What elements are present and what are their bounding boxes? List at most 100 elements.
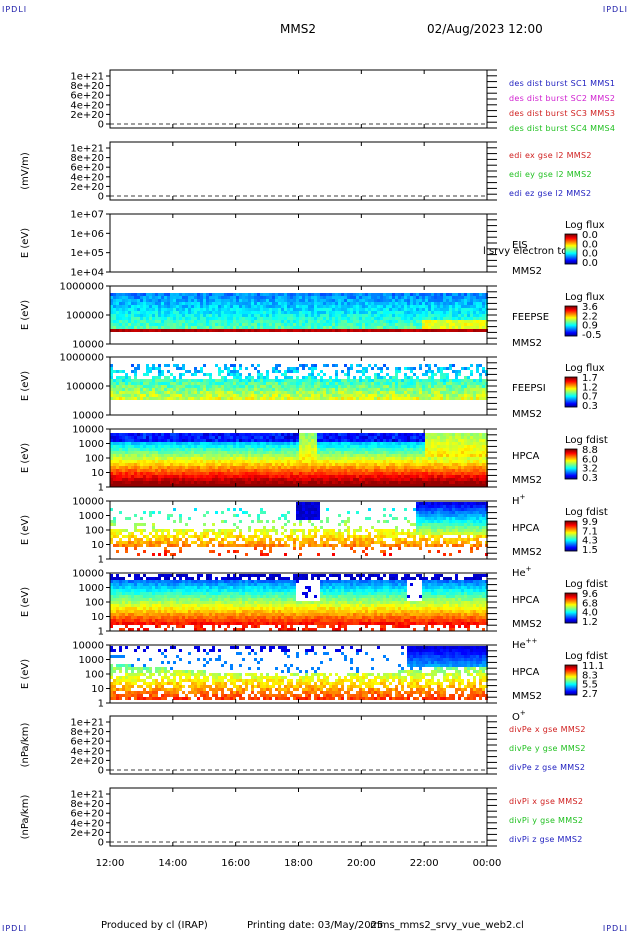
p9-side-label: MMS2 — [512, 691, 542, 702]
p6-colorbar-value: 0.3 — [582, 473, 598, 484]
p9-colorbar — [564, 664, 578, 696]
x-tick-label: 22:00 — [410, 858, 439, 869]
p2-ytick: 4e+20 — [70, 172, 104, 183]
p3-colorbar-value: 0.0 — [582, 230, 598, 241]
p8-colorbar — [564, 592, 578, 624]
p3-ytick: 1e+06 — [70, 229, 104, 240]
p3-side-label: EIS — [512, 240, 528, 251]
p7-colorbar-title: Log fdist — [565, 507, 608, 518]
p11-ytick: 4e+20 — [70, 818, 104, 829]
p8-colorbar-value: 6.8 — [582, 598, 598, 609]
p5-ylabel: E (eV) — [20, 371, 31, 401]
p6-colorbar-value: 8.8 — [582, 445, 598, 456]
p11-legend-entry: divPi y gse MMS2 — [509, 816, 583, 825]
p10-legend-entry: divPe z gse MMS2 — [509, 763, 585, 772]
p1-legend-entry: des dist burst SC4 MMS4 — [509, 124, 615, 133]
p9-ytick: 100 — [85, 670, 104, 681]
p1-legend-entry: des dist burst SC3 MMS3 — [509, 109, 615, 118]
p3-colorbar-value: 0.0 — [582, 249, 598, 260]
p5-colorbar-title: Log flux — [565, 363, 605, 374]
p7-ytick: 10 — [91, 540, 104, 551]
p10-ylabel: (nPa/km) — [20, 723, 31, 768]
p6-ytick: 1000 — [79, 439, 104, 450]
p5-side-label: FEEPSI — [512, 383, 546, 394]
p5-colorbar-value: 1.7 — [582, 373, 598, 384]
p8-ytick: 1 — [98, 627, 104, 638]
p6-colorbar-value: 6.0 — [582, 454, 598, 465]
p2-ytick: 8e+20 — [70, 153, 104, 164]
p11-ytick: 0 — [98, 838, 104, 849]
p7-colorbar-value: 1.5 — [582, 545, 598, 556]
p4-colorbar-value: 0.9 — [582, 321, 598, 332]
p2-legend-entry: edi ey gse l2 MMS2 — [509, 170, 592, 179]
p7-ytick: 100 — [85, 526, 104, 537]
p8-side-label: HPCA — [512, 595, 540, 606]
p10-ytick: 0 — [98, 766, 104, 777]
p7-ytick: 1 — [98, 555, 104, 566]
p3-frame — [109, 213, 488, 273]
x-tick-label: 12:00 — [96, 858, 125, 869]
p8-ytick: 100 — [85, 598, 104, 609]
p5-ytick: 1000000 — [59, 353, 104, 364]
p2-ytick: 0 — [98, 192, 104, 203]
p5-colorbar-value: 1.2 — [582, 382, 598, 393]
p8-colorbar-title: Log fdist — [565, 579, 608, 590]
p7-spectrogram — [110, 502, 488, 556]
p5-ytick: 10000 — [72, 411, 104, 422]
p4-colorbar — [564, 305, 578, 337]
p10-frame — [109, 715, 488, 775]
p10-ytick: 1e+21 — [70, 718, 104, 729]
p10-legend-entry: divPe x gse MMS2 — [509, 725, 586, 734]
p4-colorbar-value: 3.6 — [582, 302, 598, 313]
corner-label-br: IPDLI — [602, 924, 628, 933]
p7-side-label: He+ — [512, 565, 532, 579]
p11-legend-entry: divPi z gse MMS2 — [509, 835, 583, 844]
p4-ylabel: E (eV) — [20, 300, 31, 330]
p9-colorbar-value: 8.3 — [582, 670, 598, 681]
p9-side-label: HPCA — [512, 667, 540, 678]
p4-spectrogram — [110, 293, 488, 332]
p4-side-label: FEEPSE — [512, 312, 549, 323]
p7-ytick: 10000 — [72, 497, 104, 508]
p3-ylabel: E (eV) — [20, 228, 31, 258]
p7-colorbar-value: 7.1 — [582, 526, 598, 537]
p3-ytick: 1e+04 — [70, 268, 104, 279]
p2-frame — [109, 141, 488, 201]
p2-ytick: 1e+21 — [70, 144, 104, 155]
p3-overlay-label: l srvy electron to — [483, 246, 567, 257]
p4-side-label: MMS2 — [512, 338, 542, 349]
p2-ytick: 6e+20 — [70, 163, 104, 174]
p4-ytick: 100000 — [66, 311, 104, 322]
p4-colorbar-title: Log flux — [565, 292, 605, 303]
footer-printing-date: Printing date: 03/May/2025 — [247, 920, 384, 931]
p5-ytick: 100000 — [66, 382, 104, 393]
x-tick-label: 16:00 — [221, 858, 250, 869]
p8-spectrogram — [110, 574, 488, 631]
p1-legend-entry: des dist burst SC2 MMS2 — [509, 94, 615, 103]
p8-colorbar-value: 1.2 — [582, 617, 598, 628]
p8-colorbar-value: 4.0 — [582, 608, 598, 619]
p9-colorbar-value: 2.7 — [582, 689, 598, 700]
p11-ytick: 8e+20 — [70, 799, 104, 810]
p8-ytick: 10 — [91, 612, 104, 623]
p7-ytick: 1000 — [79, 511, 104, 522]
p4-colorbar-value: 2.2 — [582, 311, 598, 322]
p9-colorbar-value: 11.1 — [582, 661, 604, 672]
p2-legend-entry: edi ex gse l2 MMS2 — [509, 151, 592, 160]
p9-ytick: 1000 — [79, 655, 104, 666]
p3-ytick: 1e+07 — [70, 210, 104, 221]
p6-ytick: 1 — [98, 483, 104, 494]
p3-side-label: MMS2 — [512, 266, 542, 277]
p3-colorbar — [564, 233, 578, 265]
p10-ytick: 6e+20 — [70, 737, 104, 748]
p9-colorbar-value: 5.5 — [582, 680, 598, 691]
corner-label-bl: IPDLI — [2, 924, 28, 933]
p1-ytick: 4e+20 — [70, 100, 104, 111]
p6-side-label: H+ — [512, 493, 526, 507]
p6-spectrogram — [110, 433, 488, 487]
p11-ylabel: (nPa/km) — [20, 795, 31, 840]
p6-side-label: MMS2 — [512, 475, 542, 486]
p8-ytick: 1000 — [79, 583, 104, 594]
p11-frame — [109, 787, 488, 847]
